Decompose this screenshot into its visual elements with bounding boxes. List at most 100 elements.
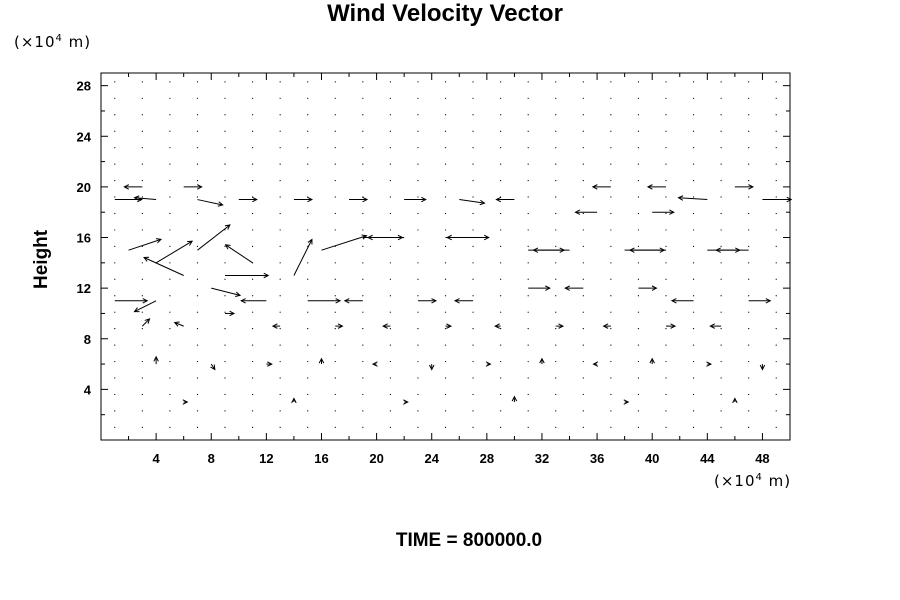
calm-point xyxy=(417,130,419,132)
wind-vector xyxy=(652,209,675,215)
calm-point xyxy=(114,262,116,264)
calm-point xyxy=(582,426,584,428)
calm-point xyxy=(114,114,116,116)
calm-point xyxy=(114,426,116,428)
calm-point xyxy=(279,212,281,215)
calm-point xyxy=(114,311,116,313)
calm-point xyxy=(665,163,667,165)
calm-point xyxy=(748,426,750,428)
vector-head xyxy=(558,323,565,329)
calm-point xyxy=(362,262,364,264)
calm-point xyxy=(775,377,777,379)
wind-vector xyxy=(709,323,722,329)
calm-point xyxy=(665,114,667,116)
calm-point xyxy=(141,97,143,99)
calm-point xyxy=(610,393,612,396)
calm-point xyxy=(775,328,777,330)
calm-point xyxy=(472,328,474,330)
calm-point xyxy=(279,81,281,83)
calm-point xyxy=(279,229,281,231)
vector-head xyxy=(511,395,518,402)
vector-head xyxy=(431,298,438,304)
calm-point xyxy=(141,114,143,116)
calm-point xyxy=(748,147,750,149)
calm-point xyxy=(444,114,447,116)
calm-point xyxy=(362,114,364,116)
calm-point xyxy=(610,262,612,264)
calm-point xyxy=(334,278,336,280)
calm-point xyxy=(692,360,695,363)
calm-point xyxy=(169,130,171,132)
calm-point xyxy=(555,229,557,231)
wind-vector xyxy=(638,285,658,291)
vector-head xyxy=(651,285,658,291)
calm-point xyxy=(748,278,750,280)
calm-point xyxy=(389,97,391,99)
calm-point xyxy=(527,410,529,412)
vector-head xyxy=(494,323,500,329)
calm-point xyxy=(389,81,391,83)
calm-point xyxy=(637,196,640,198)
calm-point xyxy=(417,426,419,428)
calm-point xyxy=(637,147,640,149)
calm-point xyxy=(555,410,557,412)
calm-point xyxy=(500,377,502,379)
calm-point xyxy=(692,212,695,215)
calm-point xyxy=(169,196,171,198)
calm-point xyxy=(444,426,447,428)
calm-point xyxy=(775,311,777,313)
y-tick-label: 20 xyxy=(77,180,91,195)
calm-point xyxy=(389,393,391,396)
calm-point xyxy=(196,147,199,149)
wind-vector xyxy=(293,238,313,276)
vector-head xyxy=(646,184,653,190)
calm-point xyxy=(334,328,336,330)
wind-vector xyxy=(528,285,551,291)
calm-point xyxy=(555,245,557,247)
calm-point xyxy=(279,360,281,363)
calm-point xyxy=(720,393,722,396)
chart-title: Wind Velocity Vector xyxy=(327,0,563,27)
wind-vector xyxy=(197,224,231,251)
calm-point xyxy=(251,147,254,149)
calm-point xyxy=(720,262,722,264)
calm-point xyxy=(114,229,116,231)
calm-point xyxy=(389,147,391,149)
calm-point xyxy=(692,179,695,182)
calm-point xyxy=(169,311,171,313)
calm-point xyxy=(362,163,364,165)
vector-head xyxy=(765,298,772,304)
vector-head xyxy=(485,361,492,367)
calm-point xyxy=(692,229,695,231)
calm-point xyxy=(610,163,612,165)
vector-head xyxy=(670,298,677,304)
wind-vector xyxy=(349,196,369,203)
vector-head xyxy=(591,184,598,190)
calm-point xyxy=(444,262,447,264)
calm-point xyxy=(665,410,667,412)
calm-point xyxy=(500,245,502,247)
calm-point xyxy=(555,344,557,346)
calm-point xyxy=(307,426,309,428)
calm-point xyxy=(279,328,281,330)
calm-point xyxy=(334,212,336,215)
calm-point xyxy=(692,130,695,132)
vector-head xyxy=(709,323,715,329)
calm-point xyxy=(141,360,143,363)
calm-point xyxy=(692,295,695,297)
calm-point xyxy=(114,278,116,280)
calm-point xyxy=(637,229,640,231)
calm-point xyxy=(141,262,143,264)
calm-point xyxy=(500,426,502,428)
vector-shaft xyxy=(459,199,485,204)
calm-point xyxy=(720,179,722,182)
calm-point xyxy=(307,328,309,330)
vector-head xyxy=(307,196,314,203)
calm-point xyxy=(610,311,612,313)
calm-point xyxy=(362,295,364,297)
calm-point xyxy=(389,426,391,428)
wind-vector xyxy=(759,364,766,371)
calm-point xyxy=(637,328,640,330)
calm-point xyxy=(527,196,529,198)
calm-point xyxy=(224,344,226,346)
